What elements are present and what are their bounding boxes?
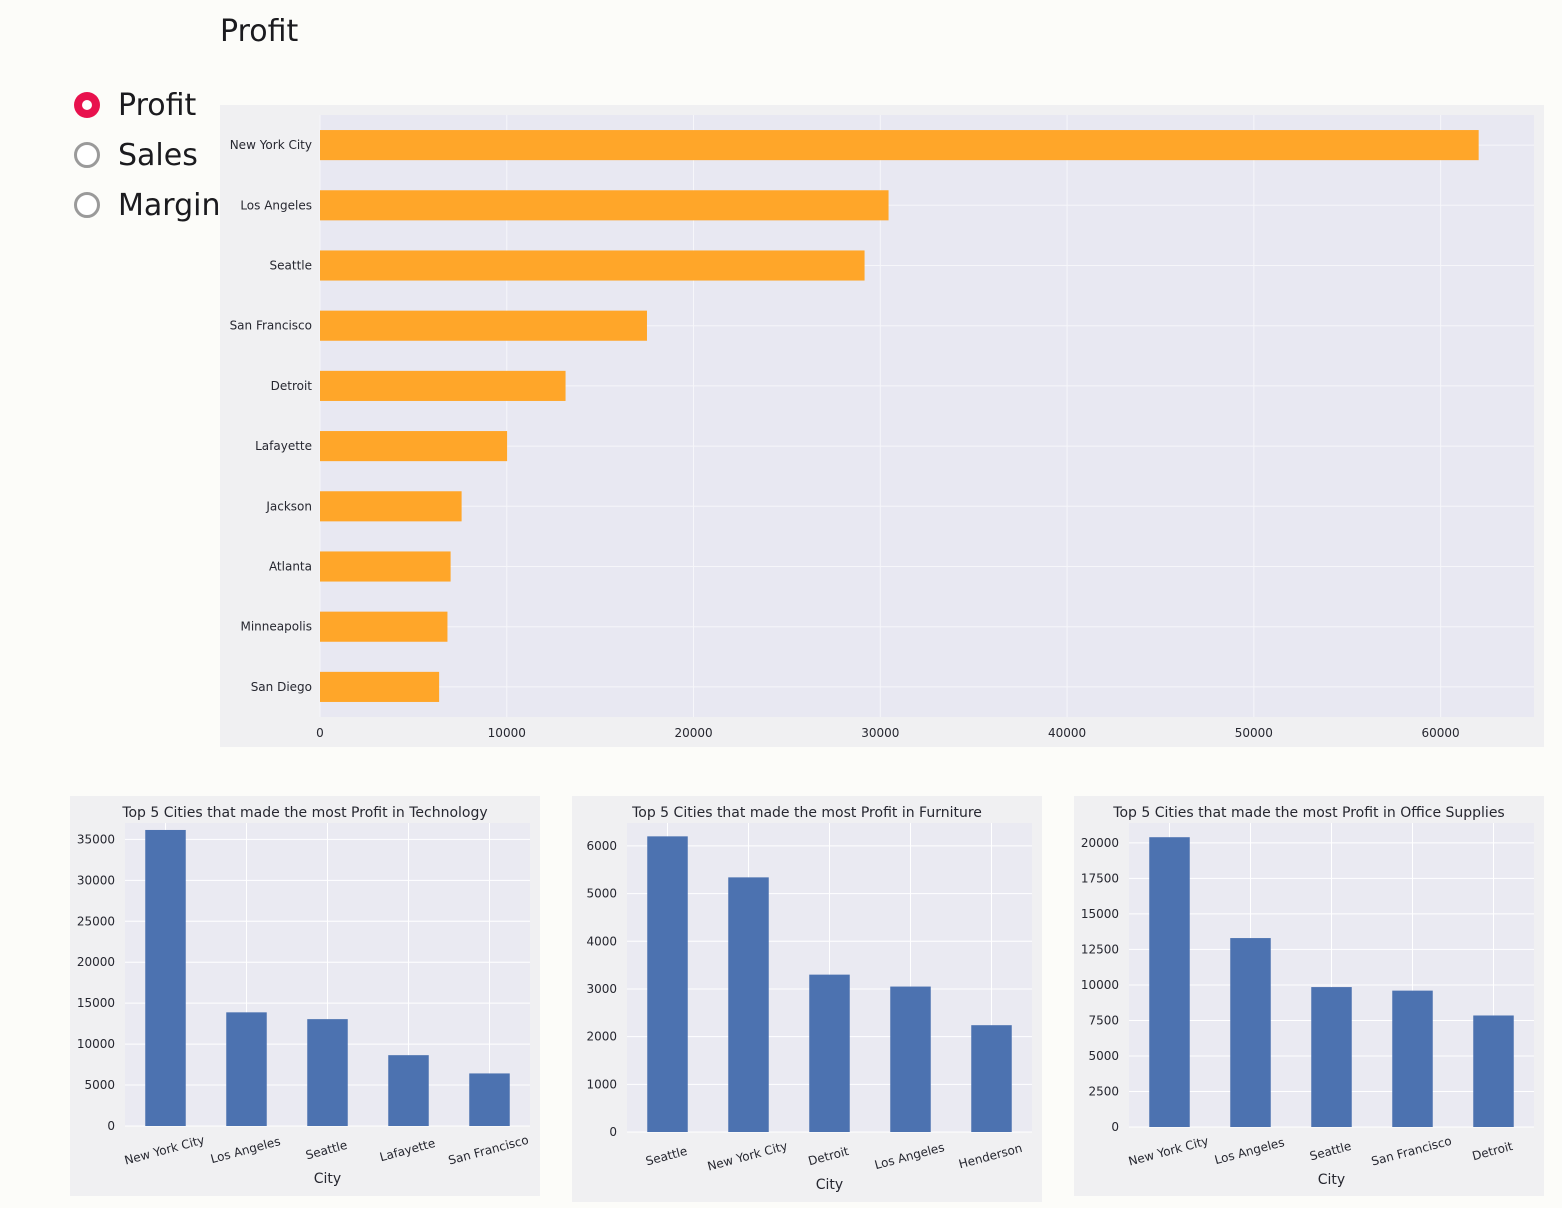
y-tick-label: Seattle xyxy=(270,259,312,273)
y-tick-label: 4000 xyxy=(586,934,617,948)
y-tick-label: Jackson xyxy=(265,499,312,513)
y-tick-label: 5000 xyxy=(586,887,617,901)
bar xyxy=(320,611,448,642)
bar xyxy=(320,130,1479,161)
y-tick-label: 5000 xyxy=(1088,1049,1119,1063)
bar xyxy=(1392,990,1433,1127)
bar xyxy=(809,974,850,1132)
radio-label: Profit xyxy=(118,87,197,123)
radio-option-margin[interactable]: Margin xyxy=(74,180,220,230)
bar xyxy=(320,551,451,582)
y-tick-label: 5000 xyxy=(84,1078,115,1092)
y-tick-label: 20000 xyxy=(77,955,115,969)
y-tick-label: Detroit xyxy=(271,379,313,393)
radio-label: Sales xyxy=(118,137,198,173)
y-tick-label: 2000 xyxy=(586,1030,617,1044)
y-tick-label: 25000 xyxy=(77,914,115,928)
y-tick-label: New York City xyxy=(230,138,312,152)
chart-title: Top 5 Cities that made the most Profit i… xyxy=(121,805,487,821)
bar xyxy=(971,1025,1012,1132)
bar xyxy=(145,829,186,1126)
y-tick-label: 17500 xyxy=(1081,871,1119,885)
bar xyxy=(1230,938,1271,1127)
y-tick-label: 3000 xyxy=(586,982,617,996)
y-tick-label: 20000 xyxy=(1081,836,1119,850)
y-tick-label: 35000 xyxy=(77,832,115,846)
metric-radio-group: Profit Sales Margin xyxy=(74,80,220,230)
y-tick-label: 1000 xyxy=(586,1077,617,1091)
bar xyxy=(226,1012,267,1126)
profit-by-city-chart: 0 10000 20000 30000 40000 50000 60000 New York … xyxy=(220,105,1544,747)
y-tick-label: 0 xyxy=(609,1125,617,1139)
y-tick-label: 0 xyxy=(107,1119,115,1133)
x-axis-label: City xyxy=(314,1171,341,1187)
bar xyxy=(469,1073,510,1126)
bar xyxy=(890,986,931,1132)
y-tick-label: 15000 xyxy=(1081,907,1119,921)
bar xyxy=(320,190,889,221)
bar xyxy=(320,370,566,401)
y-tick-label: 0 xyxy=(1111,1120,1119,1134)
y-tick-label: San Diego xyxy=(251,680,312,694)
y-tick-label: 2500 xyxy=(1088,1084,1119,1098)
bar xyxy=(388,1055,429,1126)
y-tick-label: 10000 xyxy=(1081,978,1119,992)
x-tick-label: 30000 xyxy=(861,726,899,740)
bar xyxy=(1473,1015,1514,1127)
y-tick-label: 15000 xyxy=(77,996,115,1010)
bar xyxy=(320,671,440,702)
bar xyxy=(320,491,462,522)
y-tick-label: 30000 xyxy=(77,873,115,887)
y-tick-label: 6000 xyxy=(586,839,617,853)
office-supplies-profit-chart: Top 5 Cities that made the most Profit i… xyxy=(1074,796,1544,1196)
bar xyxy=(320,431,508,462)
y-tick-label: Minneapolis xyxy=(240,620,312,634)
bar xyxy=(728,877,769,1132)
radio-unselected-icon[interactable] xyxy=(74,142,100,168)
bar xyxy=(1311,987,1352,1127)
y-tick-label: 10000 xyxy=(77,1037,115,1051)
furniture-profit-chart: Top 5 Cities that made the most Profit i… xyxy=(572,796,1042,1202)
bar xyxy=(1149,837,1190,1127)
y-tick-label: San Francisco xyxy=(230,319,312,333)
radio-selected-icon[interactable] xyxy=(74,92,100,118)
radio-option-profit[interactable]: Profit xyxy=(74,80,220,130)
technology-profit-chart: Top 5 Cities that made the most Profit i… xyxy=(70,796,540,1196)
bar xyxy=(320,310,647,341)
radio-unselected-icon[interactable] xyxy=(74,192,100,218)
chart-title: Top 5 Cities that made the most Profit i… xyxy=(1112,805,1504,821)
x-axis-label: City xyxy=(816,1177,843,1193)
radio-option-sales[interactable]: Sales xyxy=(74,130,220,180)
x-tick-label: 40000 xyxy=(1048,726,1086,740)
bar xyxy=(320,250,865,281)
x-tick-label: 10000 xyxy=(488,726,526,740)
page-title: Profit xyxy=(220,14,299,49)
x-axis-label: City xyxy=(1318,1172,1345,1188)
x-tick-label: 50000 xyxy=(1235,726,1273,740)
chart-title: Top 5 Cities that made the most Profit i… xyxy=(631,805,982,821)
y-tick-label: 7500 xyxy=(1088,1013,1119,1027)
y-tick-label: Los Angeles xyxy=(240,198,312,212)
x-tick-label: 60000 xyxy=(1422,726,1460,740)
x-tick-label: 0 xyxy=(316,726,324,740)
x-tick-label: 20000 xyxy=(674,726,712,740)
y-tick-label: 12500 xyxy=(1081,942,1119,956)
bar xyxy=(647,836,688,1132)
y-tick-label: Atlanta xyxy=(269,560,312,574)
bar xyxy=(307,1019,348,1126)
y-tick-label: Lafayette xyxy=(255,439,312,453)
radio-label: Margin xyxy=(118,187,221,223)
